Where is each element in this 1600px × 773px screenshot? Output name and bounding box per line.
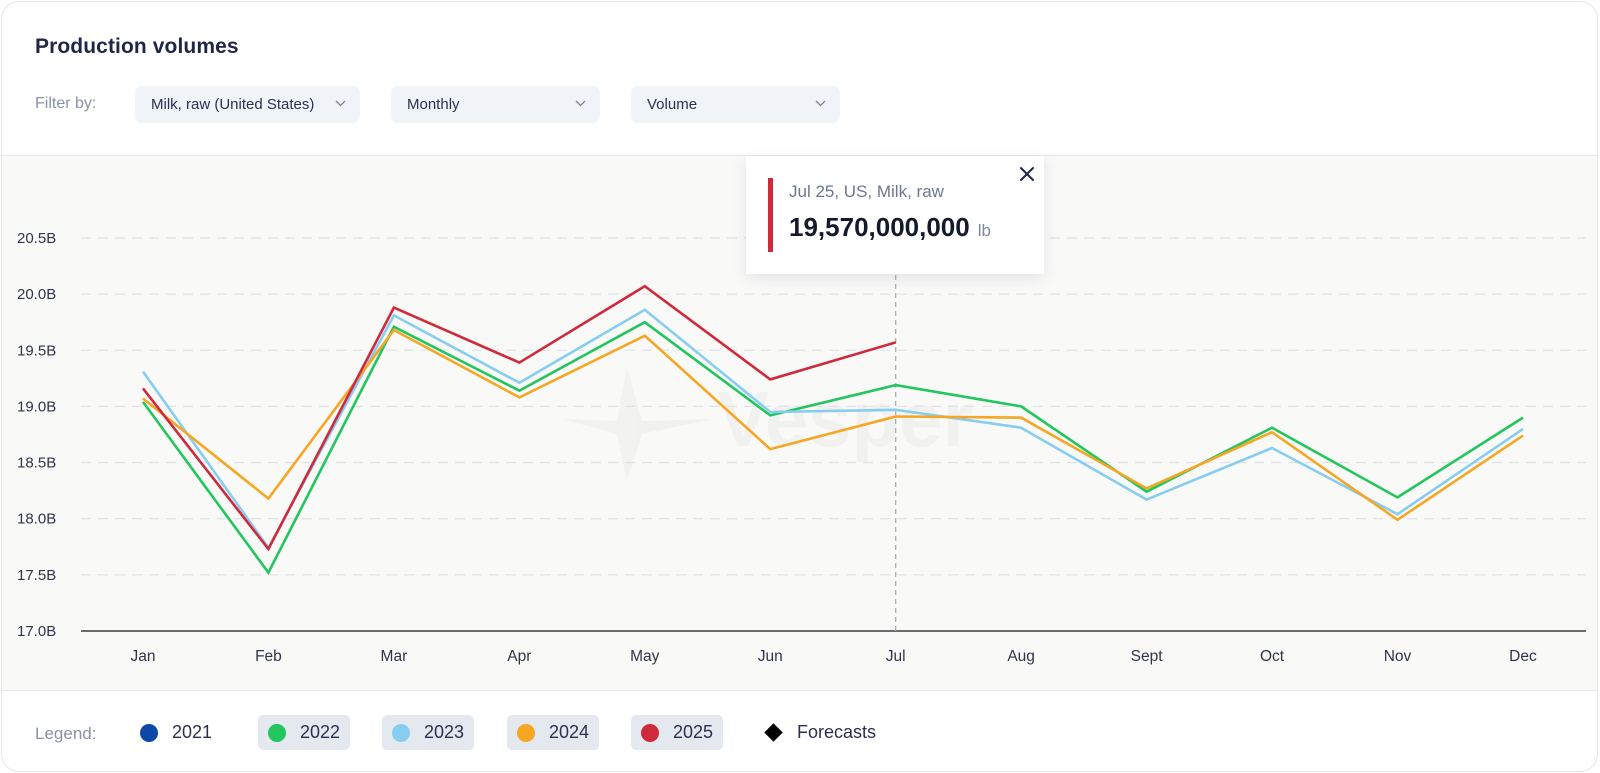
chevron-down-icon bbox=[575, 99, 586, 108]
legend-label: Legend: bbox=[35, 724, 97, 743]
diamond-icon bbox=[764, 723, 783, 742]
commodity-select-value: Milk, raw (United States) bbox=[151, 96, 315, 113]
x-tick-label: Oct bbox=[1260, 648, 1285, 665]
legend-item-2022[interactable]: 2022 bbox=[258, 715, 351, 750]
vesper-logo-icon bbox=[562, 366, 712, 481]
data-tooltip: Jul 25, US, Milk, raw 19,570,000,000 lb bbox=[746, 156, 1044, 274]
legend-item-2021[interactable]: 2021 bbox=[130, 715, 222, 750]
series-line-2025[interactable] bbox=[141, 284, 897, 552]
y-tick-label: 19.5B bbox=[17, 342, 56, 359]
series-line-2024[interactable] bbox=[142, 328, 1524, 522]
filter-label: Filter by: bbox=[35, 95, 97, 112]
metric-select[interactable]: Volume bbox=[631, 86, 840, 123]
gridlines bbox=[81, 237, 1586, 576]
y-tick-label: 18.0B bbox=[17, 511, 56, 528]
chevron-down-icon bbox=[815, 99, 826, 108]
y-tick-label: 19.0B bbox=[17, 398, 56, 415]
x-tick-label: Mar bbox=[381, 648, 408, 665]
legend-item-label: Forecasts bbox=[797, 722, 877, 742]
x-tick-label: Jan bbox=[131, 648, 156, 665]
y-tick-label: 20.0B bbox=[17, 286, 56, 303]
watermark-text: Vesper bbox=[717, 375, 973, 463]
x-tick-label: Dec bbox=[1509, 648, 1537, 665]
series-line-2022[interactable] bbox=[141, 320, 1524, 576]
tooltip-series-color-bar bbox=[768, 178, 773, 252]
legend-item-label: 2024 bbox=[549, 722, 590, 742]
y-tick-label: 17.5B bbox=[17, 567, 56, 584]
x-tick-label: Jul bbox=[886, 648, 906, 665]
x-tick-label: Nov bbox=[1384, 648, 1412, 665]
legend-item-label: 2025 bbox=[673, 722, 714, 742]
tooltip-value: 19,570,000,000 bbox=[789, 212, 970, 242]
tooltip-label: Jul 25, US, Milk, raw bbox=[789, 182, 944, 201]
line-chart[interactable]: Vesper 17.0B 17.5B 18.0B 18.5B 19.0B 19.5B 20.… bbox=[2, 156, 1598, 692]
metric-select-value: Volume bbox=[647, 96, 698, 113]
series-line-2023[interactable] bbox=[141, 308, 1524, 551]
legend-dot-icon bbox=[268, 723, 286, 742]
close-icon[interactable] bbox=[1017, 164, 1037, 184]
legend-dot-icon bbox=[641, 723, 659, 742]
legend-item-label: 2022 bbox=[300, 722, 341, 742]
chevron-down-icon bbox=[335, 99, 346, 108]
legend-item-label: 2023 bbox=[424, 722, 465, 742]
legend-item-2025[interactable]: 2025 bbox=[631, 715, 724, 750]
x-tick-label: Feb bbox=[255, 648, 282, 665]
legend-item-forecasts[interactable]: Forecasts bbox=[754, 715, 886, 750]
x-tick-label: Sept bbox=[1131, 648, 1164, 665]
legend: Legend: 2021 2022 2023 2024 2025 Forecas… bbox=[2, 692, 1597, 771]
x-axis: Jan Feb Mar Apr May Jun Jul Aug Sept Oct Nov Dec bbox=[131, 648, 1537, 665]
y-axis: 17.0B 17.5B 18.0B 18.5B 19.0B 19.5B 20.0B 20.5B bbox=[17, 230, 1586, 640]
tooltip-value-row: 19,570,000,000 lb bbox=[789, 212, 991, 243]
legend-item-2024[interactable]: 2024 bbox=[507, 715, 600, 750]
series-lines bbox=[141, 284, 1524, 576]
x-tick-label: Aug bbox=[1007, 648, 1035, 665]
frequency-select-value: Monthly bbox=[407, 96, 460, 113]
x-tick-label: Jun bbox=[758, 648, 783, 665]
commodity-select[interactable]: Milk, raw (United States) bbox=[135, 86, 360, 123]
x-tick-label: May bbox=[630, 648, 660, 665]
legend-dot-icon bbox=[392, 723, 410, 742]
y-tick-label: 18.5B bbox=[17, 455, 56, 472]
frequency-select[interactable]: Monthly bbox=[391, 86, 600, 123]
watermark: Vesper bbox=[562, 366, 973, 481]
tooltip-unit: lb bbox=[977, 221, 991, 240]
legend-dot-icon bbox=[517, 723, 535, 742]
legend-dot-icon bbox=[140, 723, 158, 742]
y-tick-label: 17.0B bbox=[17, 623, 56, 640]
legend-item-2023[interactable]: 2023 bbox=[382, 715, 475, 750]
y-tick-label: 20.5B bbox=[17, 230, 56, 247]
legend-item-label: 2021 bbox=[172, 722, 213, 742]
page-title: Production volumes bbox=[35, 35, 239, 58]
x-tick-label: Apr bbox=[507, 648, 531, 665]
